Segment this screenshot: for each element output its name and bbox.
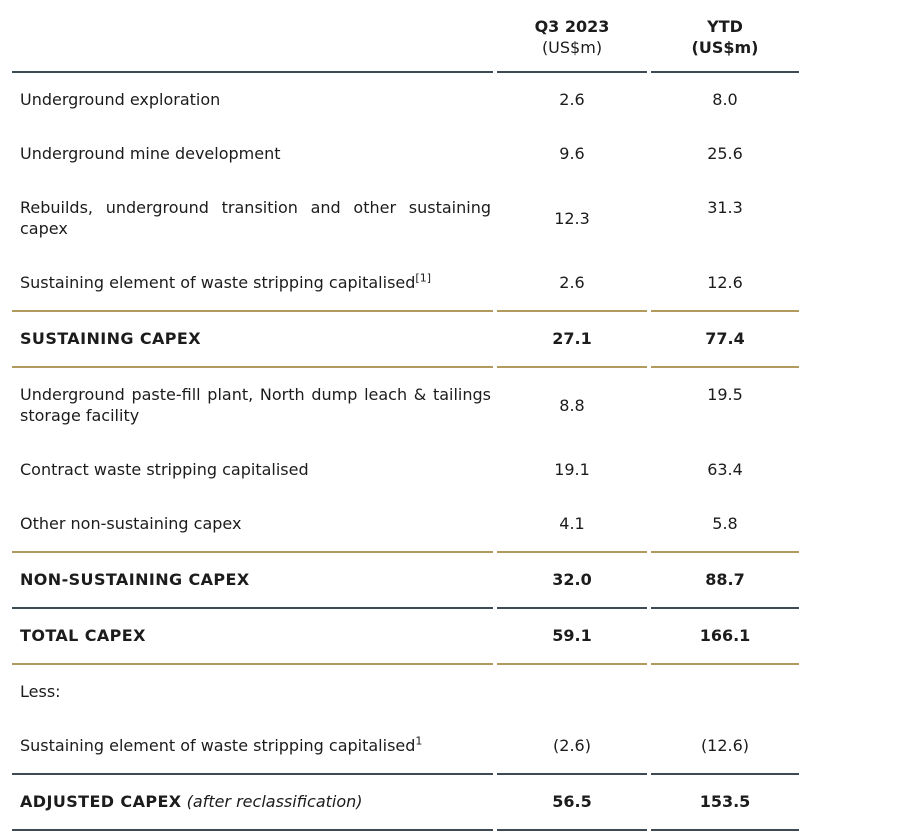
- row-label-text: Other non-sustaining capex: [20, 514, 242, 533]
- ytd-value: 25.6: [707, 144, 743, 163]
- q3-value: 12.3: [554, 208, 590, 228]
- row-label-text: SUSTAINING CAPEX: [20, 329, 202, 348]
- row-label: Sustaining element of waste stripping ca…: [12, 256, 493, 312]
- table-row: Less:: [12, 665, 799, 719]
- q3-value: 56.5: [497, 775, 647, 831]
- footnote-marker: [1]: [415, 271, 431, 285]
- q3-value: 32.0: [497, 553, 647, 609]
- q3-value: 9.6: [559, 144, 585, 163]
- ytd-value: 31.3: [707, 198, 743, 217]
- capex-table-body: Underground exploration 2.6 8.0 Underground…: [12, 73, 799, 831]
- ytd-value: 63.4: [707, 460, 743, 479]
- row-label-text: NON-SUSTAINING CAPEX: [20, 570, 250, 589]
- row-label-text: Sustaining element of waste stripping ca…: [20, 273, 416, 292]
- header-q3-period: Q3 2023: [534, 17, 610, 36]
- table-row: TOTAL CAPEX 59.1 166.1: [12, 609, 799, 665]
- table-row: Underground mine development 9.6 25.6: [12, 127, 799, 181]
- q3-value: 19.1: [554, 460, 590, 479]
- header-empty-cell: [12, 0, 493, 73]
- table-row: Sustaining element of waste stripping ca…: [12, 719, 799, 775]
- row-label-text: Contract waste stripping capitalised: [20, 460, 309, 479]
- row-label: Sustaining element of waste stripping ca…: [12, 719, 493, 775]
- q3-value: 27.1: [497, 312, 647, 368]
- row-label-text: Less:: [20, 682, 61, 701]
- table-row: Underground paste-fill plant, North dump…: [12, 368, 799, 443]
- ytd-value: 8.0: [712, 90, 738, 109]
- table-row: Rebuilds, underground transition and oth…: [12, 181, 799, 256]
- q3-value: 4.1: [497, 497, 647, 553]
- q3-value: 2.6: [497, 256, 647, 312]
- ytd-value: 153.5: [651, 775, 799, 831]
- table-row: Underground exploration 2.6 8.0: [12, 73, 799, 127]
- row-label-text: Sustaining element of waste stripping ca…: [20, 736, 416, 755]
- table-row: Other non-sustaining capex 4.1 5.8: [12, 497, 799, 553]
- row-label-text: Underground paste-fill plant, North dump…: [20, 385, 491, 425]
- table-row: ADJUSTED CAPEX (after reclassification) 5…: [12, 775, 799, 831]
- row-label: ADJUSTED CAPEX (after reclassification): [12, 775, 493, 831]
- row-label: Underground mine development: [12, 127, 493, 181]
- q3-value: (2.6): [497, 719, 647, 775]
- header-ytd-period: YTD: [707, 17, 743, 36]
- row-label: Rebuilds, underground transition and oth…: [12, 181, 493, 256]
- row-label-qualifier: (after reclassification): [181, 792, 363, 811]
- row-label: Other non-sustaining capex: [12, 497, 493, 553]
- footnote-marker: 1: [415, 734, 423, 748]
- ytd-value: 19.5: [707, 385, 743, 404]
- ytd-value: 12.6: [651, 256, 799, 312]
- table-row: Contract waste stripping capitalised 19.1…: [12, 443, 799, 497]
- ytd-value: (12.6): [651, 719, 799, 775]
- row-label: SUSTAINING CAPEX: [12, 312, 493, 368]
- row-label-text: ADJUSTED CAPEX: [20, 792, 182, 811]
- capex-table: Q3 2023 (US$m) YTD (US$m) Underground ex…: [8, 0, 803, 831]
- ytd-value: 5.8: [651, 497, 799, 553]
- table-row: NON-SUSTAINING CAPEX 32.0 88.7: [12, 553, 799, 609]
- header-ytd-column: YTD (US$m): [651, 0, 799, 73]
- row-label: Underground paste-fill plant, North dump…: [12, 368, 493, 443]
- row-label: Less:: [12, 665, 493, 719]
- row-label-text: Underground exploration: [20, 90, 221, 109]
- q3-value: 2.6: [559, 90, 585, 109]
- ytd-value: 88.7: [651, 553, 799, 609]
- header-ytd-unit: (US$m): [691, 38, 759, 57]
- header-row: Q3 2023 (US$m) YTD (US$m): [12, 0, 799, 73]
- ytd-value: 166.1: [651, 609, 799, 665]
- header-q3-column: Q3 2023 (US$m): [497, 0, 647, 73]
- ytd-value: 77.4: [651, 312, 799, 368]
- header-q3-unit: (US$m): [541, 38, 603, 57]
- row-label-text: TOTAL CAPEX: [20, 626, 146, 645]
- q3-value: 8.8: [559, 395, 585, 415]
- row-label: NON-SUSTAINING CAPEX: [12, 553, 493, 609]
- row-label: TOTAL CAPEX: [12, 609, 493, 665]
- row-label-text: Rebuilds, underground transition and oth…: [20, 198, 491, 238]
- row-label: Underground exploration: [12, 73, 493, 127]
- table-row: SUSTAINING CAPEX 27.1 77.4: [12, 312, 799, 368]
- row-label-text: Underground mine development: [20, 144, 281, 163]
- q3-value: 59.1: [497, 609, 647, 665]
- row-label: Contract waste stripping capitalised: [12, 443, 493, 497]
- q3-value: [497, 665, 647, 719]
- table-row: Sustaining element of waste stripping ca…: [12, 256, 799, 312]
- ytd-value: [651, 665, 799, 719]
